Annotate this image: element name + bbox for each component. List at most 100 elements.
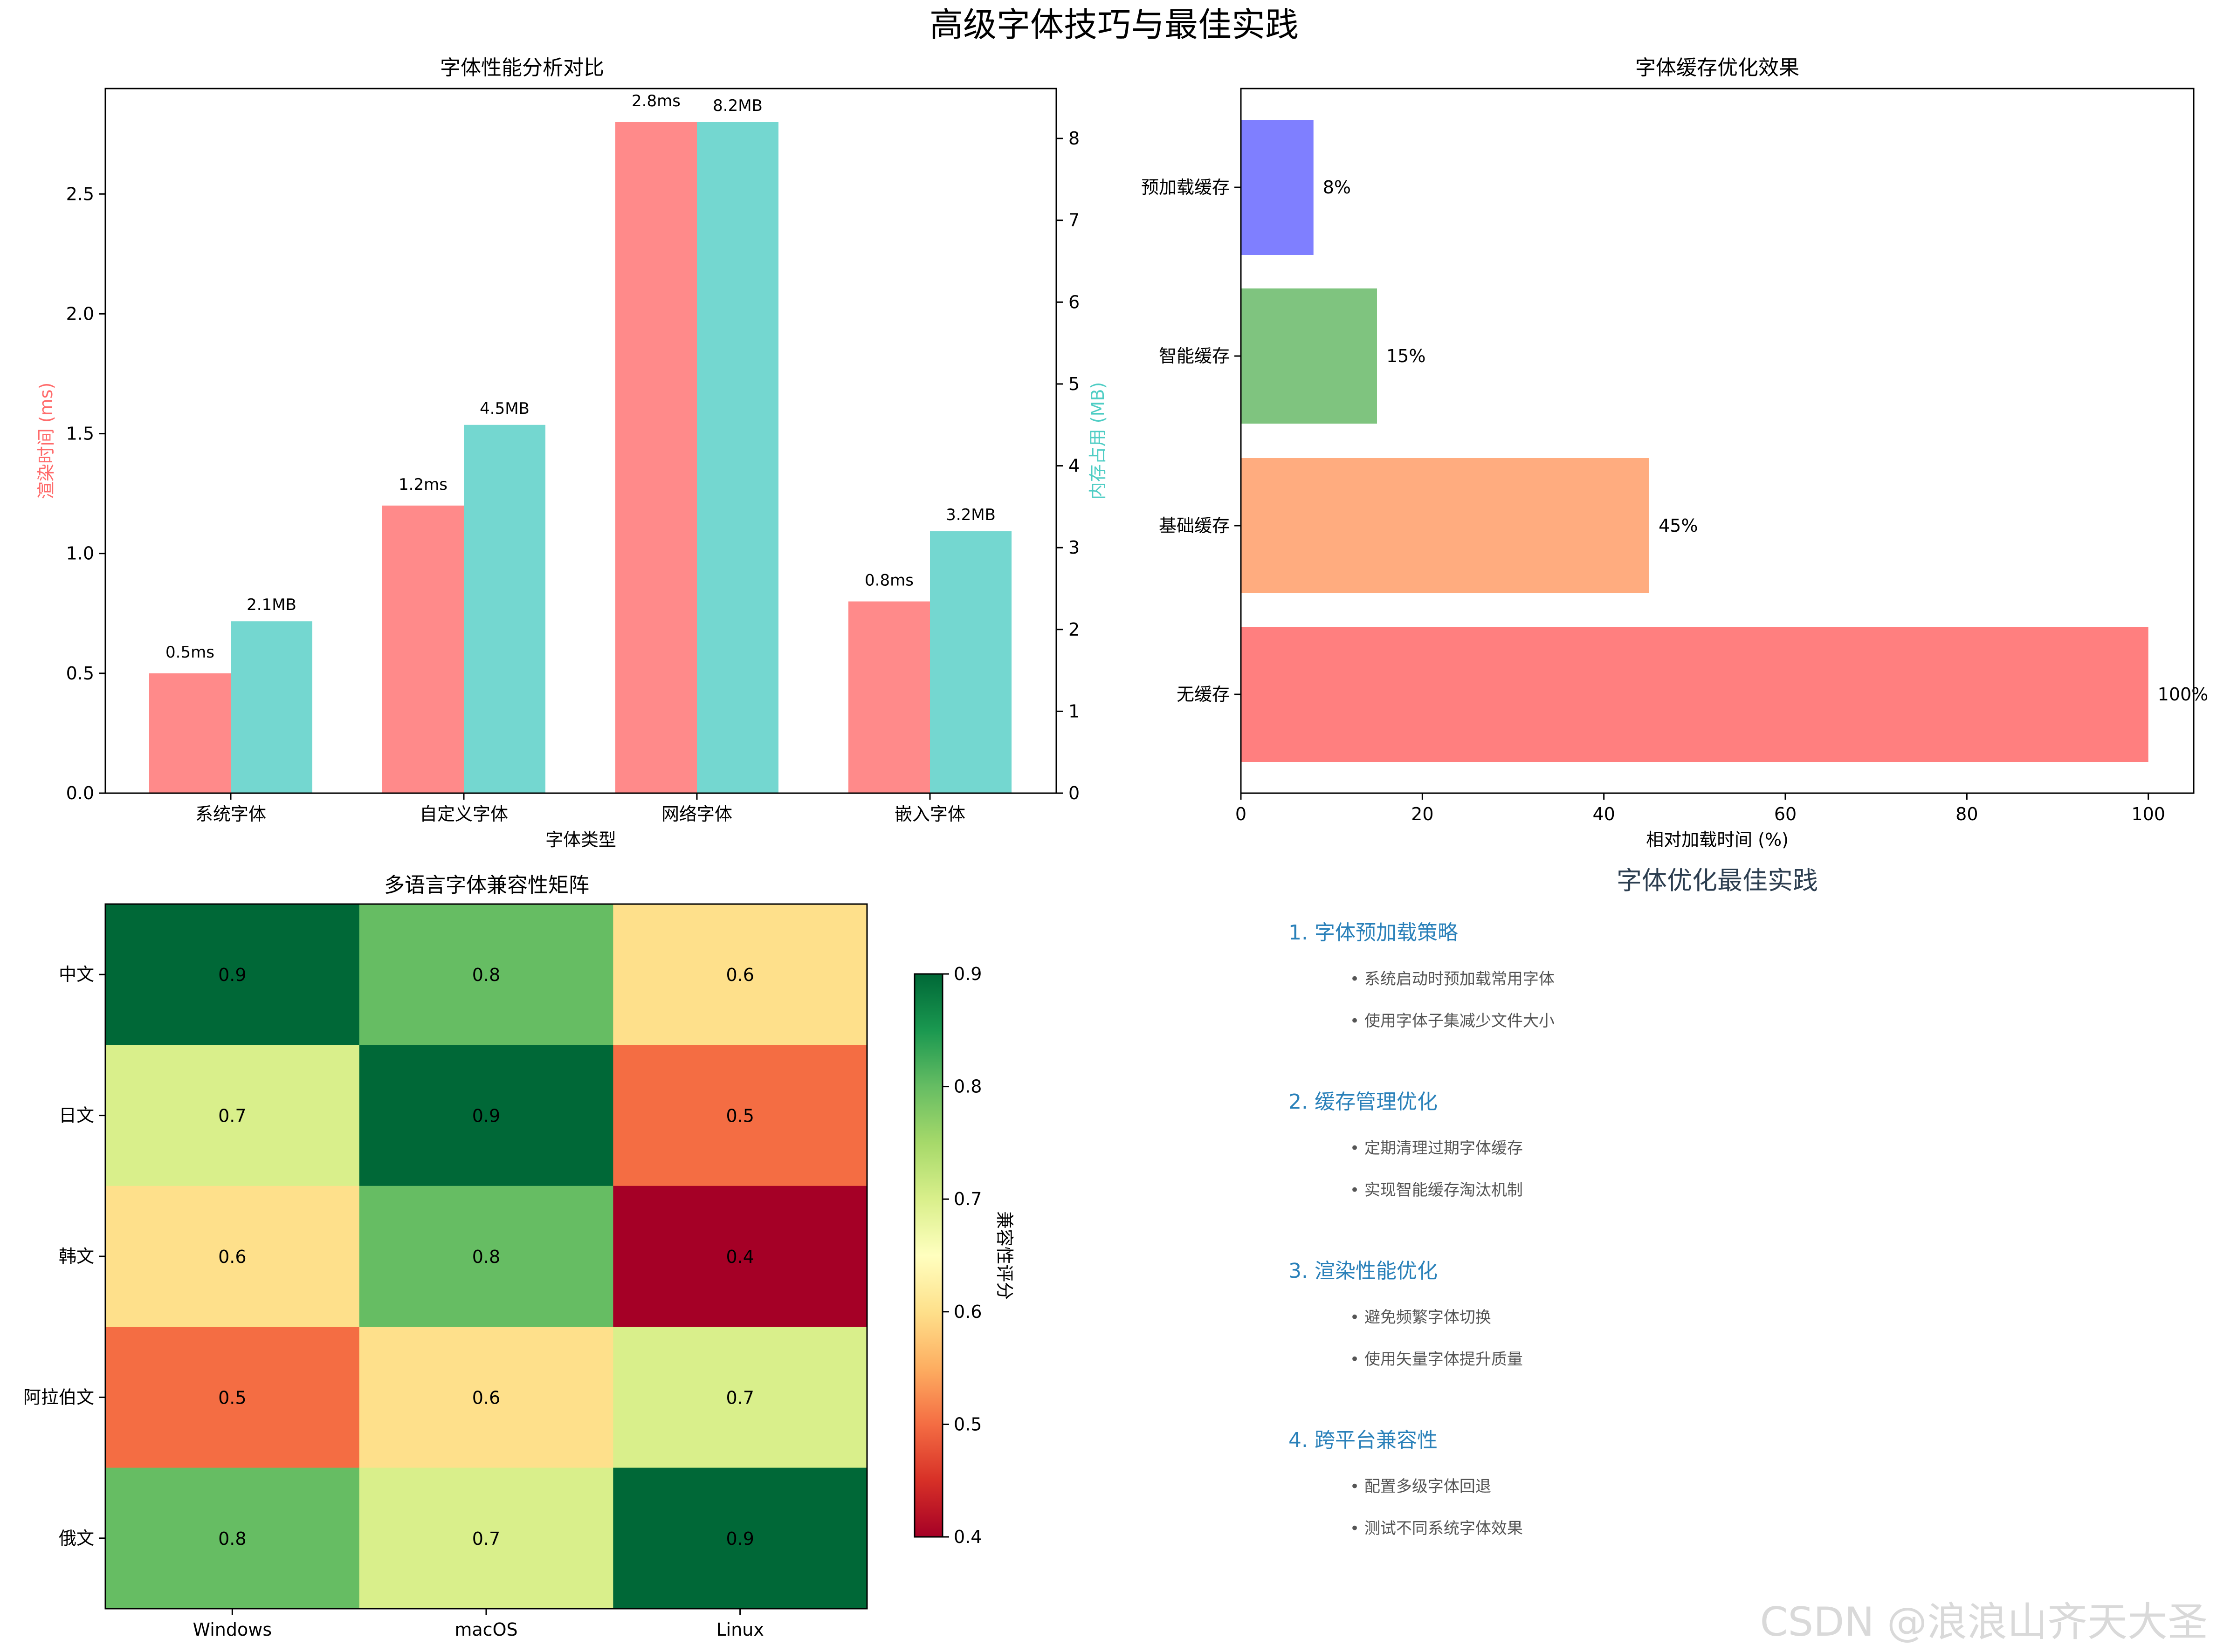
heatmap-cell [613,1327,868,1468]
cache-chart: 字体缓存优化效果 0 20 40 60 80 100 无缓存 基础缓存 智能缓存 预加载缓存 10… [1141,56,2208,850]
heatmap-cell-value: 0.8 [218,1529,246,1549]
colorbar-tick-label: 0.4 [954,1527,982,1547]
best-practice-heading: 3. 渲染性能优化 [1288,1259,1438,1283]
best-practice-item: • 系统启动时预加载常用字体 [1350,970,1555,988]
heatmap-cell-value: 0.7 [726,1387,754,1408]
heatmap-cell-value: 0.6 [472,1387,500,1408]
performance-chart-ylabel-right: 内存占用 (MB) [1088,382,1108,500]
performance-chart-ylabel-left: 渲染时间 (ms) [36,383,56,500]
left-ytick-label: 1.5 [66,424,94,444]
xtick-label: 系统字体 [195,804,266,824]
cache-bar [1241,458,1649,593]
performance-chart-title: 字体性能分析对比 [440,56,604,80]
best-practice-item: • 实现智能缓存淘汰机制 [1350,1181,1523,1200]
compatibility-heatmap: 多语言字体兼容性矩阵 0.9 0.8 0.60.7 0.9 0.50.6 0.8 0.40.… [23,873,1015,1640]
colorbar-tick-label: 0.6 [954,1302,982,1322]
heatmap-ytick-label: 韩文 [59,1246,94,1267]
best-practices-title: 字体优化最佳实践 [1617,866,1818,895]
heatmap-cell-value: 0.9 [472,1106,500,1126]
cache-chart-frame [1240,88,2195,794]
best-practices-panel: 字体优化最佳实践 1. 字体预加载策略 • 系统启动时预加载常用字体 • 使用字体子… [1288,866,1818,1538]
memory-bar [930,531,1012,793]
heatmap-cell-value: 0.7 [218,1106,246,1126]
left-ytick-label: 0.0 [66,783,94,803]
heatmap-cell-value: 0.9 [726,1529,754,1549]
memory-label: 8.2MB [713,96,763,115]
cache-xtick-label: 80 [1955,804,1978,824]
cache-bar-label: 8% [1323,177,1351,198]
right-ytick-label: 5 [1068,374,1080,394]
memory-bar [697,122,778,793]
render-time-label: 0.8ms [865,571,914,590]
colorbar-tick-label: 0.9 [954,964,982,984]
right-ytick-label: 0 [1068,783,1080,803]
heatmap-cell-value: 0.7 [472,1529,500,1549]
heatmap-cell [359,1327,613,1468]
left-ytick-label: 1.0 [66,543,94,564]
right-ytick-label: 8 [1068,128,1080,149]
cache-bar [1241,120,1314,255]
render-time-label: 0.5ms [165,643,214,662]
performance-chart-frame [104,88,1057,794]
cache-bar [1241,288,1377,424]
heatmap-cell [359,904,613,1045]
heatmap-cells: 0.9 0.8 0.6 0.7 0.9 0.5 0.6 0.8 0.4 0.5 0.6 0.7 0.8 0… [105,904,868,1609]
xtick-label: 自定义字体 [420,804,508,824]
heatmap-xtick-label: Windows [193,1619,272,1640]
render-time-bar [615,122,697,793]
best-practice-item: • 避免频繁字体切换 [1350,1308,1491,1327]
cache-bar-label: 100% [2158,684,2209,705]
cache-xtick-label: 20 [1411,804,1433,824]
render-time-bar [382,505,464,793]
memory-label: 3.2MB [946,506,996,524]
xtick-label: 嵌入字体 [895,804,965,824]
heatmap-cell-value: 0.6 [726,965,754,985]
best-practice-item: • 定期清理过期字体缓存 [1350,1139,1523,1158]
render-time-bar [848,601,930,793]
heatmap-ytick-label: 阿拉伯文 [23,1387,94,1407]
heatmap-colorbar [914,973,943,1538]
cache-chart-title: 字体缓存优化效果 [1635,56,1799,80]
heatmap-cell [105,904,360,1045]
right-ytick-label: 3 [1068,537,1080,558]
heatmap-cell-value: 0.5 [218,1387,246,1408]
figure-suptitle: 高级字体技巧与最佳实践 [929,5,1299,44]
heatmap-cell [105,1327,360,1468]
heatmap-colorbar-ticks: 0.4 0.5 0.6 0.7 0.8 0.9 [943,964,982,1547]
performance-chart-axes: 0.0 0.5 1.0 1.5 2.0 2.5 0 1 2 3 4 5 6 7 8 系统字体 自定义字体 网络字体… [66,128,1080,824]
right-ytick-label: 4 [1068,456,1080,476]
cache-ytick-label: 基础缓存 [1159,515,1230,536]
best-practice-heading: 1. 字体预加载策略 [1288,921,1458,945]
heatmap-colorbar-label: 兼容性评分 [994,1211,1015,1300]
cache-chart-xlabel: 相对加载时间 (%) [1646,829,1789,850]
heatmap-cell [359,1186,613,1327]
heatmap-cell-value: 0.5 [726,1106,754,1126]
heatmap-cell [359,1467,613,1609]
heatmap-cell-value: 0.9 [218,965,246,985]
right-ytick-label: 2 [1068,619,1080,640]
best-practice-item: • 测试不同系统字体效果 [1350,1519,1523,1538]
heatmap-cell-value: 0.8 [472,965,500,985]
heatmap-cell-value: 0.4 [726,1247,754,1267]
cache-xtick-label: 0 [1235,804,1246,824]
cache-bar [1241,627,2148,762]
heatmap-cell-value: 0.6 [218,1247,246,1267]
heatmap-cell [359,1045,613,1186]
right-ytick-label: 7 [1068,210,1080,231]
best-practice-item: • 使用字体子集减少文件大小 [1350,1012,1555,1030]
best-practice-item: • 配置多级字体回退 [1350,1477,1491,1496]
heatmap-cell [105,1186,360,1327]
heatmap-cell [105,1045,360,1186]
heatmap-ytick-label: 俄文 [59,1528,94,1549]
heatmap-cell-value: 0.8 [472,1247,500,1267]
cache-xtick-label: 40 [1592,804,1615,824]
colorbar-tick-label: 0.7 [954,1189,982,1209]
heatmap-cell [613,1467,868,1609]
cache-chart-bars: 100% 45% 15% 8% [1241,120,2208,762]
cache-bar-label: 45% [1659,515,1698,536]
cache-ytick-label: 无缓存 [1177,684,1230,705]
cache-xtick-label: 60 [1774,804,1797,824]
memory-label: 2.1MB [247,596,296,614]
memory-label: 4.5MB [480,399,530,418]
